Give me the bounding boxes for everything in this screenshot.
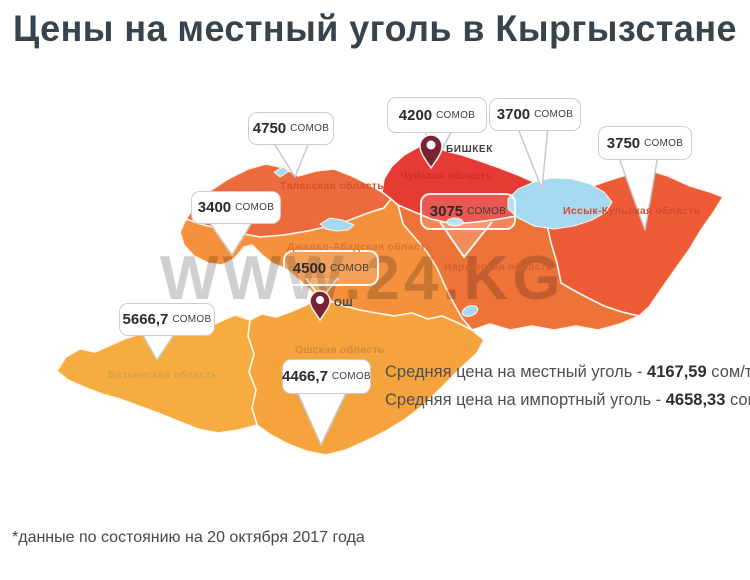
price-unit: СОМОВ [644,137,684,149]
callout-talas-price: 4750 СОМОВ [248,112,334,145]
price-unit: СОМОВ [331,371,371,382]
callout-chui-east-price: 3700 СОМОВ [489,98,581,131]
average-local-price-line: Средняя цена на местный уголь - 4167,59 … [385,363,750,382]
region-batken [56,314,258,434]
price-value: 4200 [398,106,433,124]
region-label-osh: Ошская область [295,344,385,356]
price-unit: СОМОВ [235,202,275,213]
data-date-footnote: *данные по состоянию на 20 октября 2017 … [12,529,365,546]
callout-naryn-price: 3075 СОМОВ [420,193,516,230]
average-import-value: 4658,33 [665,391,726,409]
callout-osh-region-price: 4466,7 СОМОВ [282,359,371,394]
price-value: 3700 [496,106,531,123]
callout-batken-price: 5666,7 СОМОВ [119,303,215,336]
watermark: WWW.24.KG [160,244,565,313]
price-unit: СОМОВ [330,262,370,274]
average-local-label: Средняя цена на местный уголь - [385,363,643,381]
price-value: 4500 [292,259,327,277]
callout-tail-jalal-abad [206,218,255,256]
lake-kirov-reservoir [273,166,290,178]
callout-tail-issyk-kul [617,154,659,231]
lake-toktogul [319,217,355,232]
average-local-unit: сом/тонна [711,363,750,381]
osh-pin-icon [309,290,331,322]
average-local-value: 4167,59 [647,363,707,381]
bishkek-pin-icon [419,134,443,170]
price-unit: СОМОВ [290,123,330,134]
callout-tail-naryn [439,221,493,258]
region-label-issyk-kul: Иссык-Кульская область [563,205,701,217]
callout-tail-osh-region [295,388,349,446]
city-label-bishkek: БИШКЕК [446,144,493,155]
region-label-jalal-abad: Джалал-Абадская область [287,241,433,253]
callout-tail-chui-east [516,125,549,190]
price-value: 3075 [429,203,464,220]
price-value: 3400 [197,199,232,216]
region-label-chui: Чуйская область [400,170,493,182]
price-unit: СОМОВ [467,206,507,217]
callout-tail-talas [271,139,311,178]
price-unit: СОМОВ [172,314,212,325]
average-import-price-line: Средняя цена на импортный уголь - 4658,3… [385,391,750,410]
average-import-label: Средняя цена на импортный уголь - [385,391,662,409]
region-label-naryn: Нарынская область [444,261,553,273]
lake-chatyr-kul [461,305,479,317]
callout-bishkek-price: 4200 СОМОВ [387,97,487,133]
region-label-batken: Баткенская область [108,369,218,381]
region-label-talas: Таласская область [280,180,385,192]
price-unit: СОМОВ [534,109,574,120]
price-value: 5666,7 [122,311,169,328]
price-unit: СОМОВ [436,109,476,121]
average-import-unit: сом/тонна [729,391,750,409]
city-label-osh: ОШ [334,298,354,309]
lake-song-kul [446,217,464,227]
callout-osh-city-price: 4500 СОМОВ [283,250,379,286]
price-value: 3750 [606,134,641,152]
callout-jalal-abad-price: 3400 СОМОВ [191,191,281,224]
average-price-summary: Средняя цена на местный уголь - 4167,59 … [385,363,750,419]
price-value: 4750 [252,120,287,137]
page-title: Цены на местный уголь в Кыргызстане [13,8,737,49]
price-value: 4466,7 [282,368,328,385]
callout-tail-batken [139,329,178,361]
callout-issyk-kul-price: 3750 СОМОВ [598,126,692,160]
